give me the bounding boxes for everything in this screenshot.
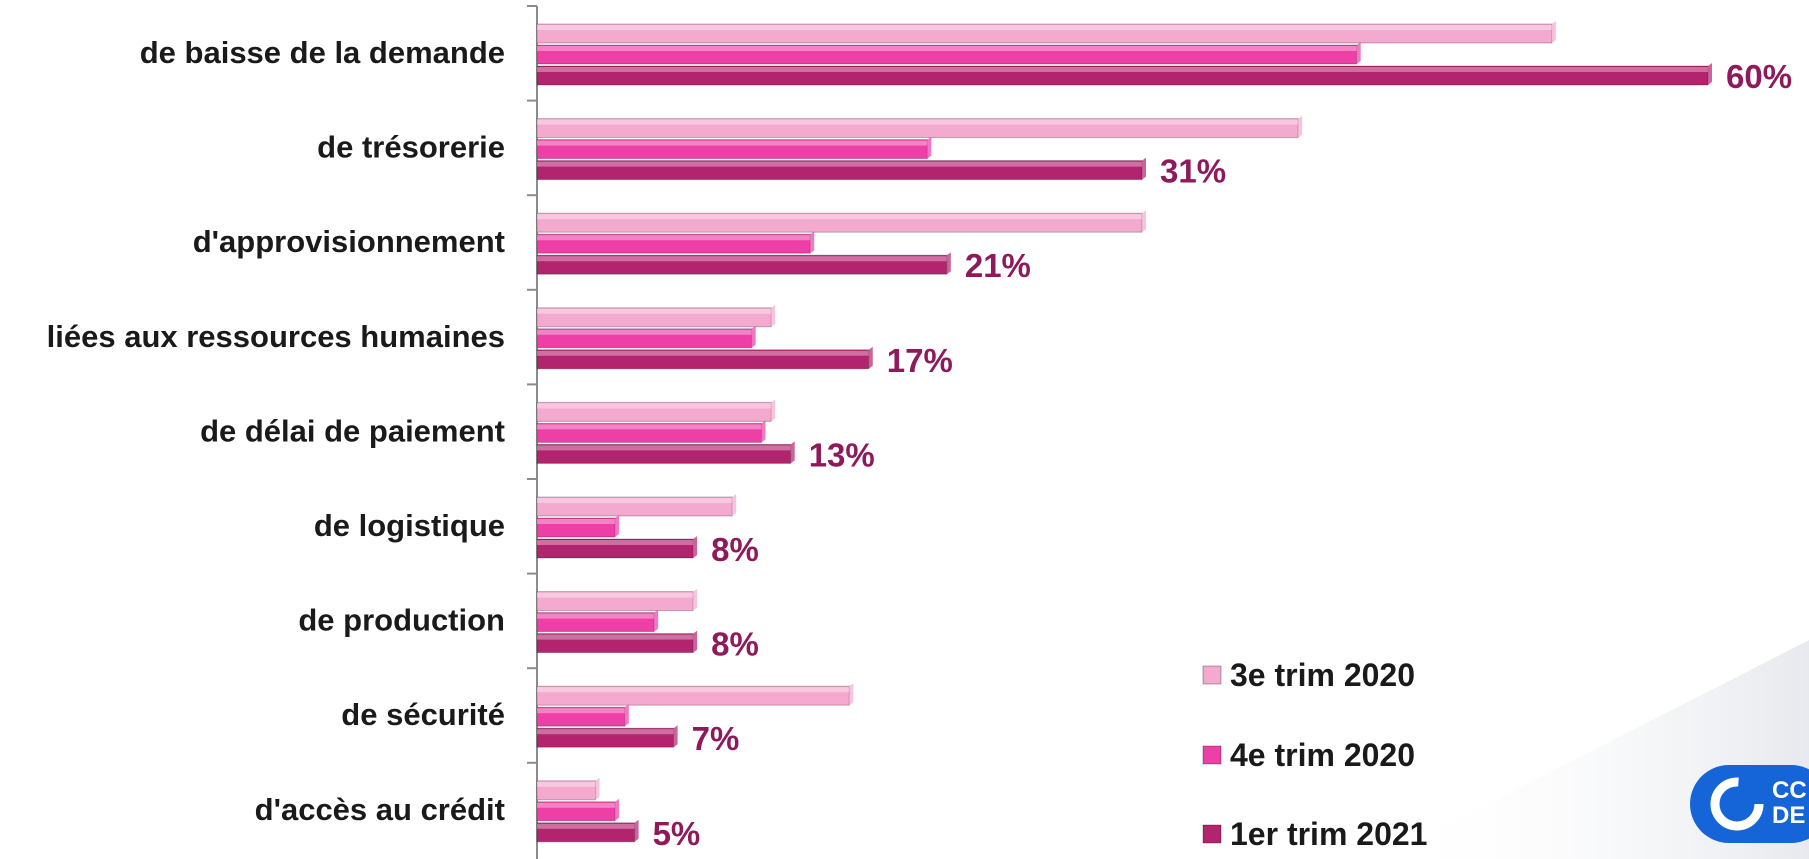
bar-end-face [927,136,932,159]
bar-end-face [790,441,795,464]
legend-swatch [1202,824,1222,844]
bar-end-face [615,515,620,537]
bar-highlight [537,498,733,503]
bar-highlight [537,802,616,808]
bar-highlight [537,445,791,451]
bar-end-face [732,494,737,516]
bar-end-face [771,304,776,327]
data-label: 60% [1726,58,1792,95]
bar-end-face [1142,157,1147,180]
bar-end-face [673,725,678,748]
bar-highlight [537,540,694,545]
bar [536,212,1143,233]
bar-highlight [537,592,694,598]
bar-end-face [634,819,639,842]
data-label: 8% [711,531,759,568]
category-label: de production [298,603,505,638]
bar-end-face [771,399,776,422]
category-label: de délai de paiement [200,413,505,448]
bar [536,633,694,654]
category-label: d'accès au crédit [255,792,505,827]
legend-swatch [1202,665,1222,685]
data-label: 5% [653,815,701,852]
data-label: 7% [692,720,740,757]
bar [536,160,1143,181]
data-label: 17% [887,342,953,379]
legend-entry: 3e trim 2020 [1230,657,1415,693]
category-label: d'approvisionnement [193,224,505,259]
bar-highlight [537,350,869,356]
bar-highlight [537,46,1357,51]
data-label: 13% [809,436,875,473]
legend: 3e trim 2020 4e trim 2020 1er trim 2021 [1202,657,1427,852]
bar-highlight [537,781,596,787]
logo-text-line1: CC [1772,777,1807,804]
bar-highlight [537,708,625,714]
bar-end-face [946,252,951,275]
legend-entry: 4e trim 2020 [1230,737,1415,773]
bar [536,538,694,559]
bar [536,591,694,612]
logo: CC DE [1690,765,1809,843]
bar-end-face [761,420,766,443]
bar-highlight [537,729,674,735]
bar-highlight [537,613,655,619]
category-label: liées aux ressources humaines [47,319,505,354]
bar-end-face [1551,21,1556,43]
bar-highlight [537,329,752,335]
bar-highlight [537,140,928,146]
bar-end-face [654,609,659,632]
logo-mark-icon [1710,777,1764,831]
bar-highlight [537,119,1299,125]
category-label: de baisse de la demande [140,35,505,70]
bar-end-face [1708,63,1712,85]
bar-highlight [537,214,1143,220]
bar-highlight [537,634,694,640]
bar-highlight [537,687,850,693]
bar-highlight [537,308,772,314]
logo-text-line2: DE [1772,802,1805,829]
category-label: de trésorerie [317,130,505,165]
bar-end-face [849,683,854,706]
bar-end-face [868,346,873,369]
bar-highlight [537,403,772,409]
bar-end-face [595,777,600,800]
data-label: 21% [965,247,1031,284]
bar-highlight [537,424,762,430]
bar-end-face [693,536,698,558]
category-label: de sécurité [341,697,505,732]
bar-end-face [1356,42,1361,64]
bar-highlight [537,25,1552,30]
bar-end-face [693,588,698,611]
bar-highlight [537,519,616,524]
bar-end-face [615,798,620,821]
legend-swatch [1202,745,1222,765]
bar-highlight [537,67,1708,72]
data-label: 8% [711,626,759,663]
bar-highlight [537,256,947,262]
bar-end-face [751,325,756,348]
bar-highlight [537,235,811,241]
bar-end-face [810,231,815,254]
data-label: 31% [1160,153,1226,190]
legend-entry: 1er trim 2021 [1230,816,1427,852]
bar-end-face [693,630,698,653]
bar-highlight [537,161,1143,167]
bar-end-face [624,704,629,727]
category-label: de logistique [314,508,505,543]
plot-area: de baisse de la demande 60% de trésorerie 3… [47,5,1792,859]
bar-end-face [1142,210,1147,233]
bar-end-face [1298,115,1303,138]
bar-highlight [537,823,635,829]
